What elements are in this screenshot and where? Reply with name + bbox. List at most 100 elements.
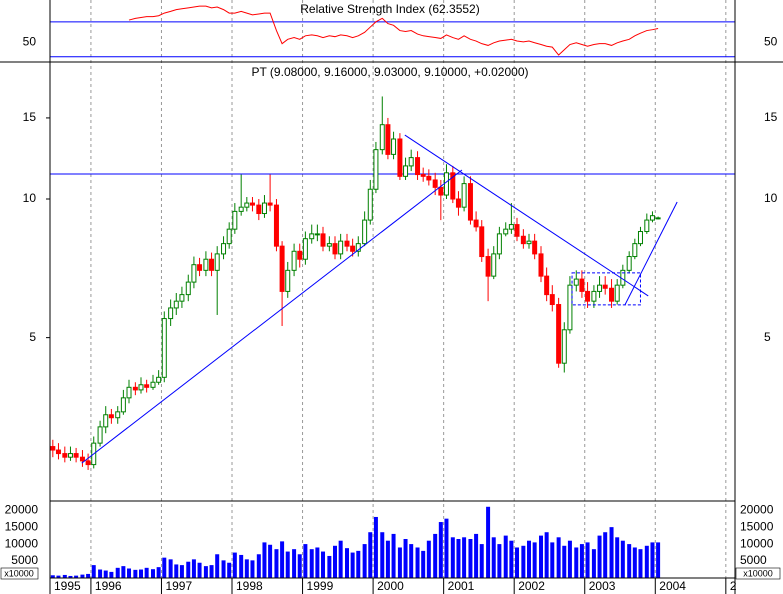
candle-body [161,318,167,378]
volume-bar [415,547,420,578]
candle-body [314,233,320,236]
volume-bar [91,565,96,578]
volume-bar [232,552,237,578]
candle-body [138,384,144,391]
x-tick-label: 1995 [54,579,81,593]
volume-bar [338,540,343,578]
volume-bar [456,539,461,578]
volume-bar [333,545,338,578]
x-tick-label: 2002 [518,579,545,593]
volume-bar [544,532,549,578]
volume-bar [444,518,449,578]
candle-body [85,460,91,466]
candle-body [355,243,361,252]
candle-body [209,258,215,271]
volume-bar [215,554,220,578]
trendline [404,134,649,297]
candle-body [373,149,379,190]
volume-bar [615,537,620,578]
volume-bar [462,537,467,578]
candle-body [655,217,661,220]
volume-bar [262,542,267,578]
volume-bar [239,554,244,578]
volume-bar [562,545,567,578]
candle-body [609,287,615,302]
candle-body [644,219,650,233]
volume-bar [497,544,502,578]
volume-tick-label: 15000 [5,519,39,533]
candle-body [526,240,532,245]
volume-bar [409,544,414,578]
volume-bar [327,555,332,578]
volume-bar [209,565,214,578]
volume-tick-label: 15000 [740,519,774,533]
x-tick-label: 1998 [236,579,263,593]
candle-body [438,186,444,196]
volume-bar [474,533,479,578]
volume-bar [538,535,543,578]
candle-body [144,384,150,388]
volume-bar [292,549,297,578]
candle-body [244,202,250,208]
candle-body [55,449,61,455]
candle-body [191,264,197,283]
volume-bar [450,537,455,578]
volume-bar [638,549,643,578]
volume-bar [168,559,173,578]
candle-body [232,210,238,230]
candle-body [544,275,550,296]
x-tick-label: 2003 [589,579,616,593]
candle-body [291,250,297,271]
candle-body [485,256,491,277]
volume-bar [350,552,355,578]
volume-bar [397,547,402,578]
volume-bar [356,550,361,578]
volume-bar [74,575,79,578]
candle-body [103,414,109,428]
candle-body [585,290,591,302]
candle-body [214,253,220,271]
volume-bar [268,544,273,578]
trendline [81,169,463,464]
candle-body [309,233,315,240]
volume-bar [627,544,632,578]
candle-body [297,250,303,260]
candle-body [479,226,485,258]
volume-bar [80,574,85,578]
candle-body [591,290,597,302]
rsi-tick-label: 50 [764,34,778,48]
candle-body [397,138,403,177]
volume-bar [391,533,396,578]
volume-bar [285,551,290,578]
candle-body [637,231,643,245]
volume-bar [150,569,155,578]
candle-body [362,219,368,245]
candle-body [338,240,344,255]
candle-body [332,243,338,255]
volume-bar [644,545,649,578]
volume-bar [656,542,661,578]
volume-tick-label: 20000 [5,502,39,516]
candle-body [79,456,85,462]
grid [46,0,727,594]
volume-bar [186,561,191,578]
y-tick-label: 15 [764,110,778,124]
candle-body [156,376,162,383]
rsi-title: Relative Strength Index (62.3552) [300,2,479,16]
y-tick-label: 15 [23,110,37,124]
volume-bar [609,527,614,578]
unit-box [735,567,781,580]
volume-unit: x10000 [743,568,773,578]
candle-body [67,453,73,458]
candle-body [467,183,473,221]
volume-unit: x10000 [4,568,34,578]
candle-body [185,281,191,296]
volume-bar [521,545,526,578]
volume-bar [579,544,584,578]
candle-body [115,411,121,419]
volume-bar [620,540,625,578]
volume-bar [227,562,232,578]
volume-bar [468,539,473,578]
volume-bar [315,547,320,578]
volume-bar [309,549,314,578]
